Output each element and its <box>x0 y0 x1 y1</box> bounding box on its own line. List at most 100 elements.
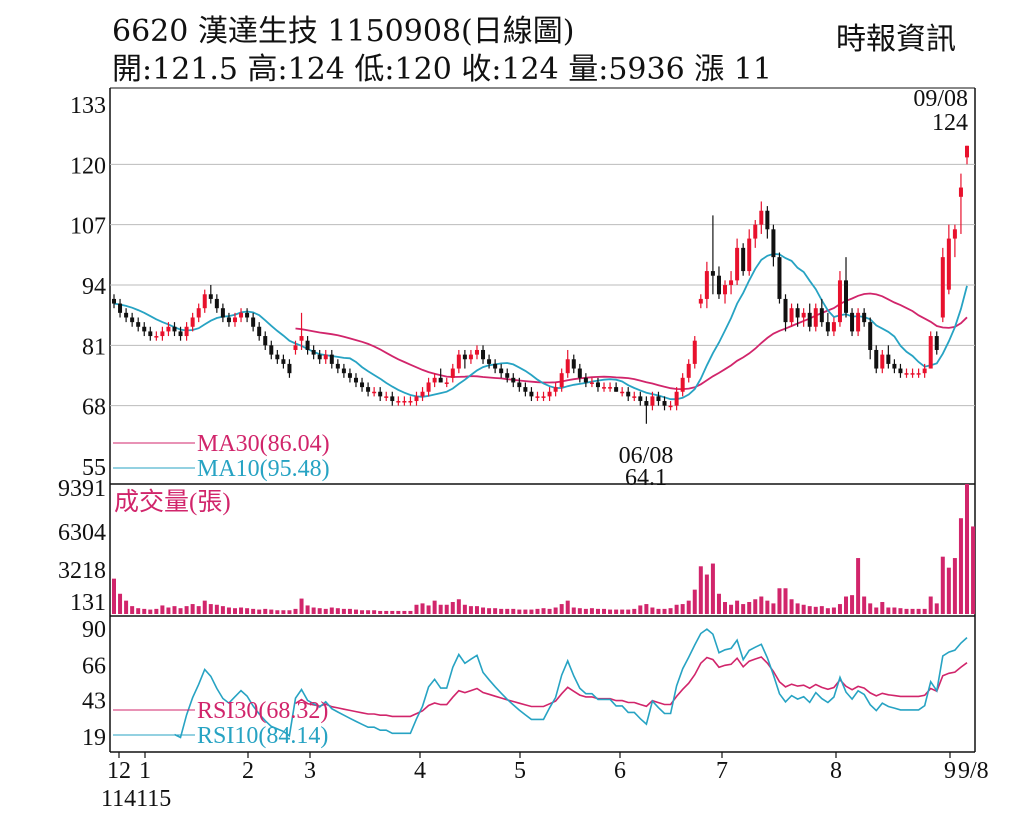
volume-bar <box>710 563 715 614</box>
candle-body <box>432 377 437 383</box>
volume-bar <box>934 603 939 614</box>
volume-bar <box>723 602 728 614</box>
candle-body <box>293 345 298 350</box>
volume-bar <box>698 566 703 614</box>
candle-body <box>922 368 927 374</box>
candle-body <box>366 387 371 392</box>
moving-average-lines <box>113 252 968 401</box>
candle <box>148 326 153 341</box>
candle-body <box>837 280 842 323</box>
volume-bar <box>172 606 177 614</box>
candle-body <box>462 354 467 360</box>
rsi-y-tick: 66 <box>82 654 106 680</box>
volume-bar <box>765 600 770 614</box>
volume-bar <box>692 589 697 614</box>
volume-bar <box>517 609 522 614</box>
volume-bar <box>160 605 165 614</box>
rsi-y-tick: 19 <box>82 725 106 751</box>
candle-body <box>118 303 123 313</box>
candle-body <box>735 247 740 281</box>
volume-bar <box>341 608 346 614</box>
volume-bar <box>220 606 225 614</box>
candle <box>698 294 703 309</box>
volume-bar <box>958 518 963 614</box>
candle-body <box>438 377 443 383</box>
candle <box>456 349 461 374</box>
volume-bar <box>499 608 504 614</box>
x-tick-label: 3 <box>304 758 316 784</box>
volume-bar <box>208 604 213 614</box>
volume-bar <box>535 608 540 614</box>
volume-bar <box>366 610 371 614</box>
candle <box>208 285 213 304</box>
low-date-label: 06/08 <box>619 443 674 469</box>
volume-bar <box>462 604 467 614</box>
candle-body <box>299 336 304 341</box>
candle <box>771 224 776 267</box>
candle-body <box>402 401 407 403</box>
rsi-y-tick: 43 <box>82 688 106 714</box>
volume-bar <box>523 609 528 614</box>
volume-bar <box>468 606 473 614</box>
volume-bar <box>686 600 691 614</box>
candle <box>680 373 685 397</box>
candle-body <box>958 187 963 197</box>
candle <box>420 387 425 402</box>
volume-bar <box>862 596 867 614</box>
candle <box>704 261 709 309</box>
candle <box>390 391 395 406</box>
candle-body <box>196 308 201 318</box>
candle <box>958 173 963 234</box>
rsi-y-tick: 90 <box>82 617 106 643</box>
candle-body <box>638 396 643 402</box>
candle <box>214 294 219 313</box>
candle-body <box>190 317 195 327</box>
candle-body <box>952 229 957 239</box>
candle <box>668 401 673 411</box>
candle-body <box>450 368 455 378</box>
candle <box>438 368 443 383</box>
volume-bar <box>474 606 479 614</box>
candle-body <box>269 345 274 355</box>
candle <box>686 359 691 383</box>
price-y-tick: 81 <box>82 334 106 360</box>
candle-body <box>614 387 619 392</box>
candle <box>898 363 903 378</box>
candle <box>632 391 637 402</box>
volume-bar <box>595 608 600 614</box>
candle <box>305 336 310 355</box>
candle <box>474 345 479 360</box>
candle-body <box>759 210 764 225</box>
volume-bar <box>112 578 116 614</box>
candle <box>360 377 365 392</box>
volume-bar <box>668 608 673 614</box>
volume-bar <box>450 602 455 614</box>
candle <box>910 368 915 378</box>
candle <box>620 387 625 397</box>
candle <box>202 289 207 313</box>
candle-body <box>946 238 951 290</box>
candle-body <box>565 359 570 374</box>
candle-body <box>547 391 552 397</box>
volume-bar <box>481 607 486 614</box>
candle-body <box>602 387 607 389</box>
candle <box>844 257 849 318</box>
candle-body <box>136 322 141 327</box>
x-year-label: 114115 <box>101 786 171 812</box>
candle <box>850 308 855 337</box>
candle <box>608 382 613 392</box>
candle-body <box>783 298 788 323</box>
volume-y-tick: 6304 <box>58 520 106 546</box>
volume-bar <box>589 608 594 614</box>
candle <box>432 373 437 388</box>
candle <box>819 298 824 327</box>
candle <box>723 280 728 304</box>
price-y-tick: 133 <box>70 93 106 119</box>
candle-body <box>444 382 449 384</box>
candle-body <box>741 247 746 272</box>
volume-bar <box>263 608 268 614</box>
x-last-date-label: 9/8 <box>958 758 989 784</box>
ohlc-summary: 開:121.5 高:124 低:120 收:124 量:5936 漲 11 <box>112 52 772 87</box>
candle-body <box>317 354 322 360</box>
candle <box>275 349 280 364</box>
